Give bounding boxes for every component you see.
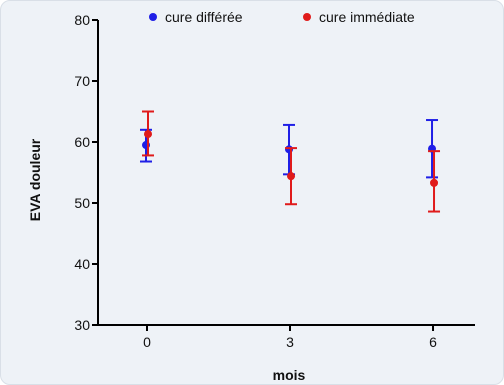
- legend-label: cure immédiate: [319, 9, 415, 25]
- y-tick-label: 70: [74, 73, 90, 89]
- legend-marker: [303, 13, 311, 21]
- x-tick-label: 3: [286, 334, 294, 350]
- y-tick-label: 60: [74, 134, 90, 150]
- data-point: [287, 172, 296, 181]
- legend-marker: [149, 13, 157, 21]
- legend-label: cure différée: [165, 9, 243, 25]
- y-tick-label: 30: [74, 317, 90, 333]
- x-axis-label: mois: [273, 367, 306, 383]
- y-axis-label: EVA douleur: [27, 138, 43, 221]
- data-point: [144, 130, 152, 139]
- x-tick-label: 0: [143, 334, 151, 350]
- chart-marks: [140, 110, 441, 213]
- legend: cure différée cure immédiate: [149, 9, 415, 25]
- data-point: [430, 178, 439, 187]
- y-tick-label: 50: [74, 195, 90, 211]
- series-immediate: [142, 110, 441, 213]
- y-tick-label: 80: [74, 12, 90, 28]
- x-tick-label: 6: [429, 334, 437, 350]
- axes: 30 40 50 60 70 80 0 3 6: [74, 12, 475, 350]
- y-tick-label: 40: [74, 256, 90, 272]
